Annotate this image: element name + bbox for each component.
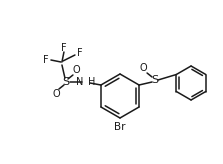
Text: F: F bbox=[43, 55, 49, 65]
Text: O: O bbox=[72, 65, 80, 75]
Text: S: S bbox=[151, 75, 159, 85]
Text: F: F bbox=[77, 48, 83, 58]
Text: O: O bbox=[139, 63, 147, 73]
Text: F: F bbox=[61, 43, 67, 53]
Text: Br: Br bbox=[114, 122, 126, 132]
Text: S: S bbox=[62, 77, 70, 87]
Text: H: H bbox=[88, 77, 95, 87]
Text: N: N bbox=[76, 77, 83, 87]
Text: O: O bbox=[52, 89, 60, 99]
